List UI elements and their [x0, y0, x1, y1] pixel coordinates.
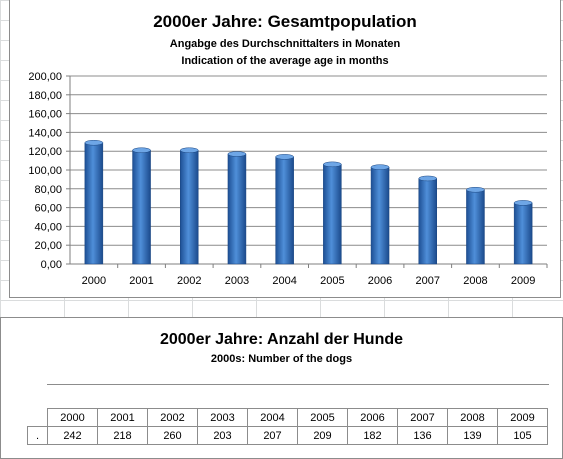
- x-tick-label: 2005: [320, 275, 344, 287]
- bar-2006: [370, 166, 390, 265]
- bar-top-2004: [275, 154, 294, 160]
- bar-top-2008: [466, 186, 485, 193]
- y-tick-label: 40,00: [34, 221, 62, 233]
- count-cell: 209: [297, 426, 348, 445]
- y-tick-label: 60,00: [34, 203, 62, 215]
- bar-2003: [227, 153, 247, 265]
- count-cell: 105: [497, 426, 548, 445]
- bar-top-2007: [418, 175, 437, 182]
- y-tick-label: 180,00: [28, 90, 62, 102]
- count-cell: 218: [97, 426, 148, 445]
- table-subtitle: 2000s: Number of the dogs: [210, 353, 353, 365]
- count-cell: 182: [347, 426, 398, 445]
- count-cell: 139: [447, 426, 498, 445]
- year-cell: 2000: [47, 408, 98, 427]
- table-title: 2000er Jahre: Anzahl der Hunde: [159, 331, 404, 348]
- table-corner: [28, 409, 48, 427]
- y-tick-label: 200,00: [28, 71, 62, 83]
- bar-top-2006: [370, 164, 390, 170]
- dog-count-table: 2000 2001 2002 2003 2004 2005 2006 2007 2008 2009…: [27, 408, 548, 445]
- bar-2001: [132, 150, 151, 265]
- x-tick-label: 2002: [177, 275, 201, 287]
- bar-top-2000: [84, 139, 104, 146]
- chart-title: 2000er Jahre: Gesamtpopulation: [153, 12, 417, 31]
- year-cell: 2007: [397, 408, 448, 427]
- x-tick-label: 2000: [82, 275, 106, 287]
- bar-top-2003: [227, 151, 247, 157]
- count-cell: 242: [47, 426, 98, 445]
- bar-top-2001: [132, 147, 151, 154]
- bar-2004: [275, 156, 294, 265]
- y-tick-label: 100,00: [28, 165, 62, 177]
- year-cell: 2002: [147, 408, 198, 427]
- table-header-row: 2000 2001 2002 2003 2004 2005 2006 2007 2008 2009: [28, 408, 548, 427]
- year-cell: 2003: [197, 408, 248, 427]
- bar-top-2002: [180, 147, 199, 154]
- bar-2009: [513, 202, 533, 265]
- bar-2000: [84, 142, 104, 265]
- year-cell: 2006: [347, 408, 398, 427]
- bar-2002: [180, 150, 199, 265]
- year-cell: 2008: [447, 408, 498, 427]
- y-tick-label: 140,00: [28, 127, 62, 139]
- y-tick-label: 80,00: [34, 184, 62, 196]
- bar-2007: [418, 178, 437, 265]
- x-tick-label: 2007: [416, 275, 440, 287]
- count-cell: 203: [197, 426, 248, 445]
- count-cell: 207: [247, 426, 298, 445]
- chart-subtitle-en: Indication of the average age in months: [181, 55, 389, 67]
- table-panel[interactable]: 2000er Jahre: Anzahl der Hunde 2000s: Nu…: [0, 317, 563, 459]
- row-label: .: [27, 426, 48, 445]
- year-cell: 2001: [97, 408, 148, 427]
- count-cell: 136: [397, 426, 448, 445]
- y-tick-label: 160,00: [28, 109, 62, 121]
- year-cell: 2009: [497, 408, 548, 427]
- x-tick-label: 2001: [129, 275, 153, 287]
- x-tick-label: 2003: [225, 275, 249, 287]
- y-tick-label: 20,00: [34, 240, 62, 252]
- x-tick-label: 2008: [463, 275, 487, 287]
- table-row: . 242 218 260 203 207 209 182 136 139 105: [27, 426, 548, 445]
- count-cell: 260: [147, 426, 198, 445]
- bar-top-2005: [323, 161, 342, 168]
- chart-subtitle-de: Angabge des Durchschnittalters in Monate…: [169, 38, 401, 50]
- chart-panel[interactable]: 2000er Jahre: Gesamtpopulation Angabge d…: [9, 0, 561, 298]
- bar-chart: 0,00 20,00 40,00 60,00 80,00 100,00 120,00 140,…: [28, 71, 548, 287]
- bar-2005: [323, 164, 342, 265]
- x-tick-label: 2009: [511, 275, 535, 287]
- year-cell: 2004: [247, 408, 298, 427]
- year-cell: 2005: [297, 408, 348, 427]
- divider-line: [47, 384, 549, 385]
- bar-top-2009: [513, 200, 533, 206]
- y-tick-label: 0,00: [41, 259, 62, 271]
- x-tick-label: 2004: [272, 275, 296, 287]
- y-tick-label: 120,00: [28, 146, 62, 158]
- bar-2008: [466, 189, 485, 265]
- x-tick-label: 2006: [368, 275, 392, 287]
